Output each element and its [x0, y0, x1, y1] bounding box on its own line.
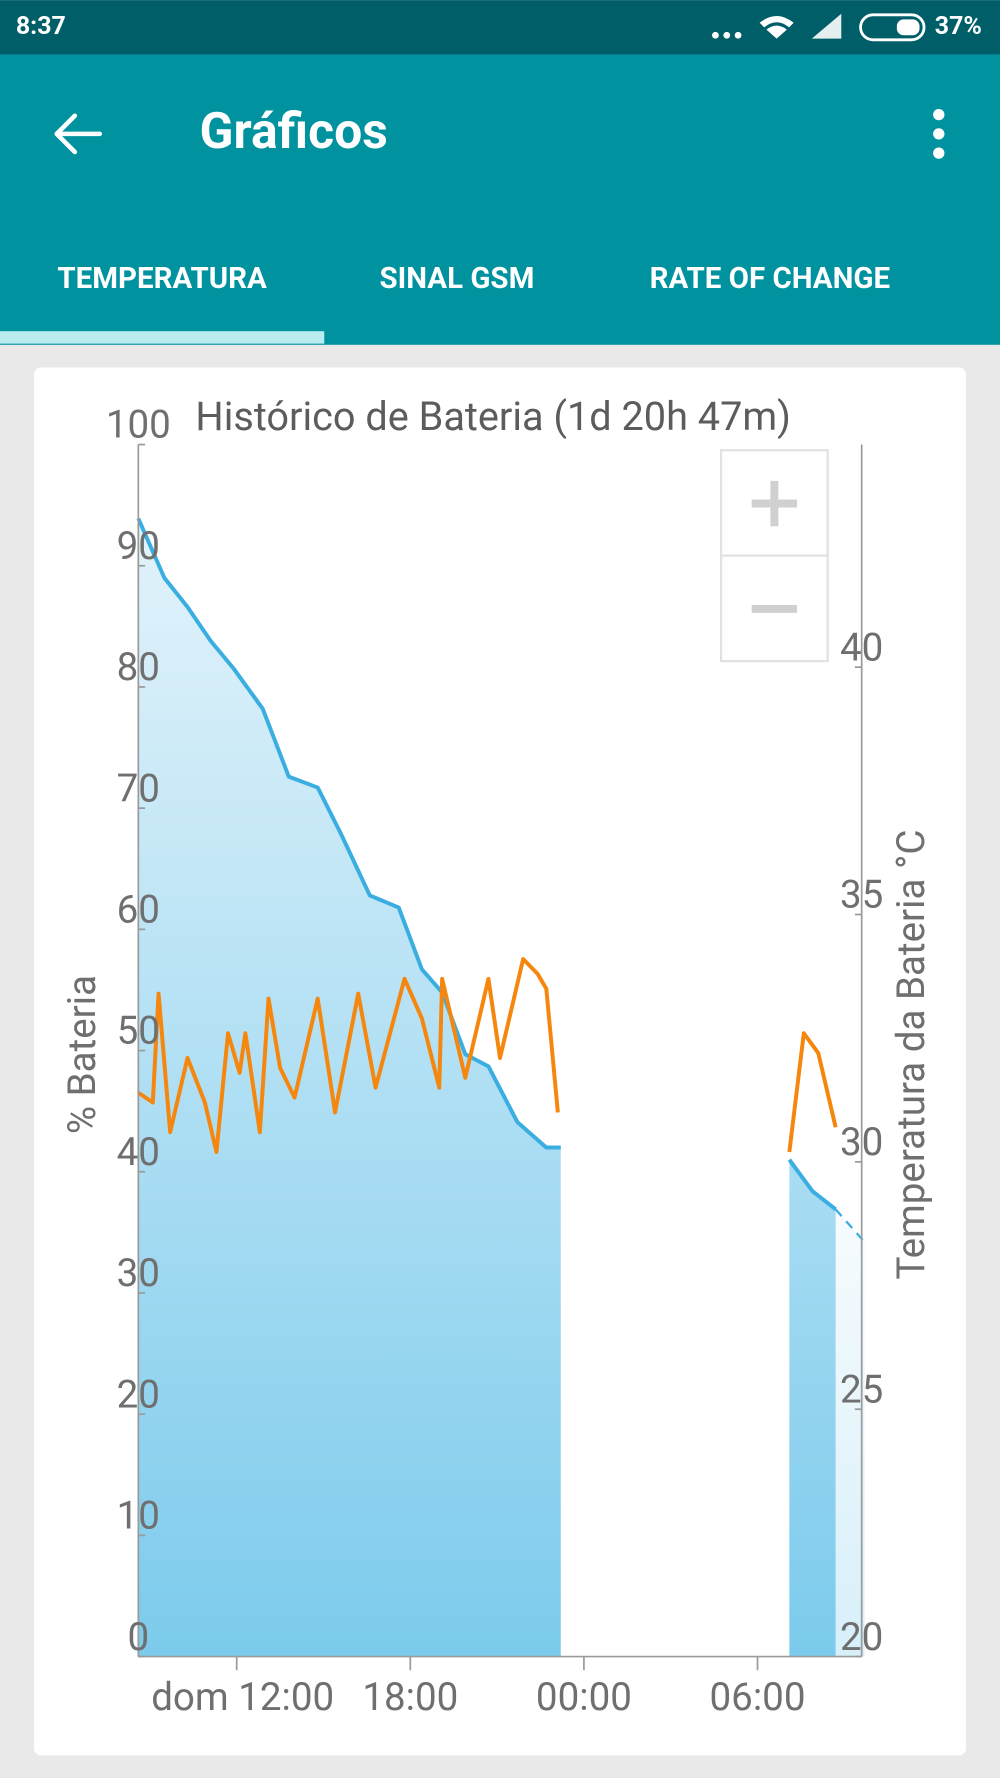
y2-axis-label: Temperatura da Bateria °C [889, 830, 934, 1280]
y-tick-label: 0 [127, 1615, 149, 1660]
y-tick-label: 20 [117, 1372, 160, 1417]
app-title: Gráficos [200, 103, 388, 161]
y2-tick-label: 40 [840, 625, 883, 670]
y-tick-label: 30 [117, 1251, 160, 1296]
x-tick-label: 18:00 [362, 1675, 458, 1720]
zoom-out[interactable] [719, 554, 829, 663]
status-battery: 37% [935, 12, 982, 41]
x-tick-label: 06:00 [710, 1675, 806, 1720]
status-time: 8:37 [16, 12, 66, 41]
plot [136, 443, 866, 1671]
battery-line [136, 517, 837, 1211]
back-button[interactable] [54, 113, 103, 155]
status-bar [0, 0, 1000, 55]
battery-area [835, 1209, 865, 1657]
battery-line [834, 1208, 866, 1243]
y-axis-label: % Bateria [60, 975, 105, 1134]
y-tick-label: 70 [117, 766, 160, 811]
x-tick-label: 00:00 [536, 1675, 632, 1720]
zoom-in[interactable] [719, 449, 829, 557]
y-tick-label: 50 [117, 1009, 160, 1054]
tab[interactable]: TEMPERATURA [57, 262, 267, 296]
y-tick-label: 60 [117, 888, 160, 933]
tab[interactable]: RATE OF CHANGE [650, 262, 891, 296]
temperature-line [137, 957, 838, 1154]
y2-tick-label: 30 [840, 1120, 883, 1165]
y-tick-label: 90 [117, 524, 160, 569]
y-tick-label: 80 [117, 645, 160, 690]
app-bar [0, 54, 1000, 345]
menu-button[interactable] [933, 108, 945, 159]
y-tick-label: 100 [106, 403, 171, 448]
chart-title: Histórico de Bateria (1d 20h 47m) [195, 393, 791, 440]
tab[interactable]: SINAL GSM [379, 262, 534, 296]
y-tick-label: 10 [117, 1494, 160, 1539]
y2-tick-label: 25 [840, 1367, 883, 1412]
y2-tick-label: 35 [840, 873, 883, 918]
x-tick-label: dom 12:00 [151, 1675, 334, 1720]
y-tick-label: 40 [117, 1130, 160, 1175]
y2-tick-label: 20 [840, 1615, 883, 1660]
tab-indicator [0, 331, 325, 344]
battery-area [138, 518, 836, 1657]
